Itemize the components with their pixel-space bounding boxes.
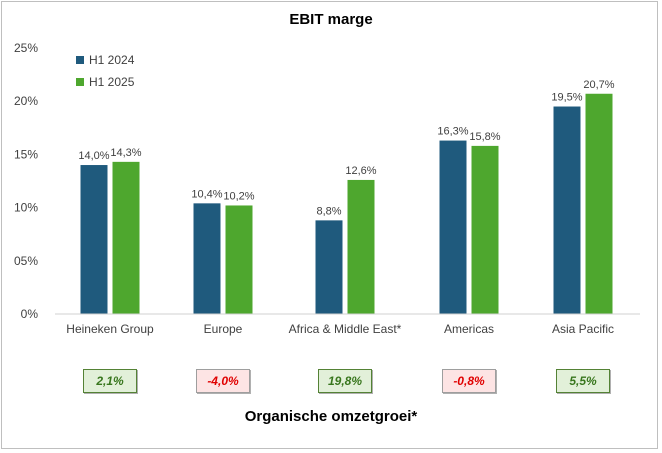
bar-h1-2024	[315, 220, 343, 314]
bar-h1-2025	[471, 145, 499, 314]
y-tick-label: 05%	[14, 254, 38, 268]
growth-box: 2,1%	[83, 369, 137, 393]
data-label: 12,6%	[345, 165, 376, 177]
legend-label: H1 2025	[89, 75, 135, 89]
growth-box: 19,8%	[318, 369, 372, 393]
bar-h1-2025	[225, 205, 253, 314]
bar-h1-2024	[553, 106, 581, 315]
data-label: 14,3%	[110, 147, 141, 159]
growth-title: Organische omzetgroei*	[244, 408, 418, 425]
growth-box: -4,0%	[196, 369, 250, 393]
data-label: 16,3%	[437, 126, 468, 138]
data-label: 15,8%	[469, 131, 500, 143]
data-label: 10,4%	[191, 188, 222, 200]
y-tick-label: 20%	[14, 94, 38, 108]
bar-h1-2024	[439, 140, 467, 314]
bar-h1-2024	[80, 165, 108, 314]
category-label: Europe	[204, 322, 243, 336]
data-label: 19,5%	[551, 92, 582, 104]
bar-h1-2025	[347, 179, 375, 314]
legend-swatch	[76, 56, 84, 64]
category-label: Africa & Middle East*	[289, 322, 402, 336]
category-label: Heineken Group	[66, 322, 154, 336]
legend-label: H1 2024	[89, 53, 135, 67]
chart-title: EBIT marge	[289, 11, 372, 28]
data-label: 20,7%	[583, 79, 614, 91]
category-label: Asia Pacific	[552, 322, 614, 336]
y-tick-label: 10%	[14, 201, 38, 215]
growth-box: 5,5%	[556, 369, 610, 393]
bar-h1-2024	[193, 203, 221, 314]
category-label: Americas	[444, 322, 494, 336]
y-tick-label: 15%	[14, 147, 38, 161]
data-label: 14,0%	[78, 150, 109, 162]
y-tick-label: 25%	[14, 41, 38, 55]
growth-box: -0,8%	[442, 369, 496, 393]
legend-swatch	[76, 78, 84, 86]
data-label: 8,8%	[316, 205, 341, 217]
data-label: 10,2%	[223, 190, 254, 202]
y-tick-label: 0%	[21, 307, 39, 321]
bar-h1-2025	[585, 93, 613, 314]
bar-h1-2025	[112, 161, 140, 314]
